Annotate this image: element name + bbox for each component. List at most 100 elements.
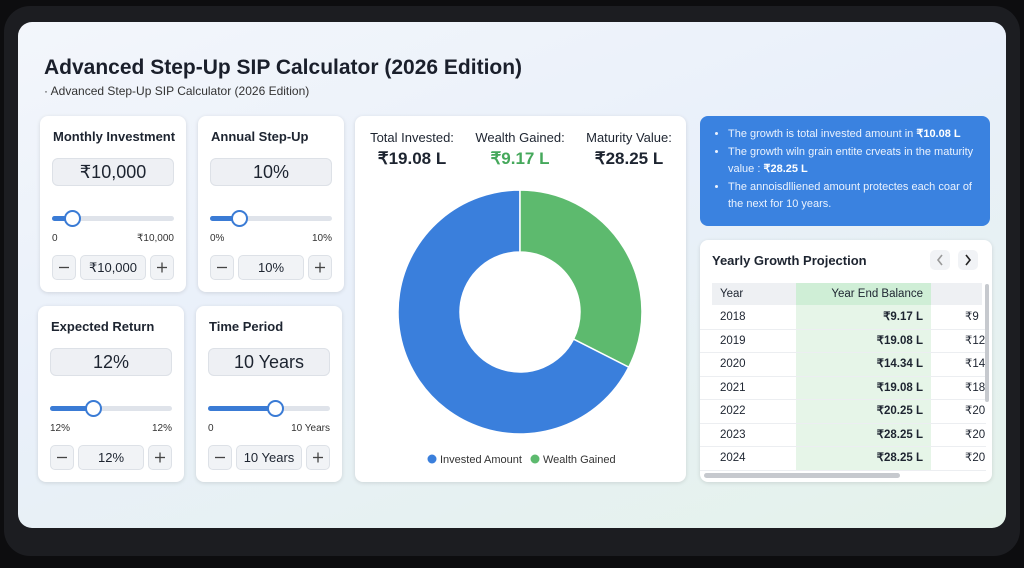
plus-icon bbox=[313, 452, 323, 463]
input-display[interactable]: 10% bbox=[210, 158, 332, 186]
slider[interactable] bbox=[208, 400, 330, 417]
cell-balance: ₹9.17 L bbox=[883, 311, 923, 323]
stepper-value[interactable]: 10 Years bbox=[236, 445, 302, 470]
chart-card: Invested Amount Wealth Gained Total Inves… bbox=[355, 116, 686, 482]
stepper-value[interactable]: 10% bbox=[238, 255, 304, 280]
info-text: The growth is total invested amount in bbox=[728, 128, 917, 140]
h-scrollbar[interactable] bbox=[704, 473, 900, 478]
summary-value: ₹28.25 L bbox=[594, 149, 664, 168]
plus-icon bbox=[157, 262, 167, 273]
summary-label: Total Invested: bbox=[370, 130, 454, 145]
summary-label: Maturity Value: bbox=[586, 130, 672, 145]
prev-button[interactable] bbox=[930, 250, 950, 270]
cell-balance: ₹19.08 L bbox=[876, 381, 923, 394]
pager bbox=[930, 250, 978, 270]
slider-fill bbox=[208, 406, 276, 411]
info-strong: ₹10.08 L bbox=[916, 128, 961, 140]
summary-value: ₹9.17 L bbox=[490, 149, 550, 168]
cell-truncated: ₹20 bbox=[965, 405, 986, 417]
page-subtitle: · Advanced Step-Up SIP Calculator (2026 … bbox=[44, 84, 310, 98]
next-icon bbox=[965, 254, 972, 266]
plus-icon bbox=[155, 452, 165, 463]
table-row: 2023 ₹28.25 L ₹20 bbox=[700, 424, 986, 447]
cell-year: 2018 bbox=[720, 311, 746, 323]
donut-slice bbox=[397, 189, 630, 435]
column-header: Year bbox=[720, 288, 744, 300]
slider-fill bbox=[50, 406, 93, 411]
info-item: The annoisdlliened amount protectes each… bbox=[728, 179, 978, 213]
cell-year: 2019 bbox=[720, 334, 746, 347]
input-card: Time Period 10 Years 0 10 Years 10 Years bbox=[196, 306, 342, 482]
minus-button[interactable] bbox=[208, 445, 232, 470]
info-item: The growth is total invested amount in ₹… bbox=[728, 126, 978, 143]
slider-handle[interactable] bbox=[63, 210, 81, 227]
summary-label: Wealth Gained: bbox=[475, 130, 565, 145]
slider[interactable] bbox=[210, 210, 332, 227]
plus-button[interactable] bbox=[306, 445, 330, 470]
table-row: 2024 ₹28.25 L ₹20 bbox=[700, 447, 986, 471]
input-display[interactable]: 12% bbox=[50, 348, 172, 376]
input-card: Expected Return 12% 12% 12% 12% bbox=[38, 306, 184, 482]
info-item: The growth wiln grain entite crveats in … bbox=[728, 144, 978, 178]
table-row: 2022 ₹20.25 L ₹20 bbox=[700, 400, 986, 424]
slider-min: 0% bbox=[210, 233, 225, 244]
info-box: The growth is total invested amount in ₹… bbox=[700, 116, 990, 226]
legend-swatch bbox=[427, 454, 437, 464]
slider[interactable] bbox=[52, 210, 174, 227]
minus-icon bbox=[59, 266, 69, 269]
minus-icon bbox=[215, 456, 225, 459]
input-display[interactable]: 10 Years bbox=[208, 348, 330, 376]
table-row: 2020 ₹14.34 L ₹14 bbox=[700, 353, 986, 377]
stepper-value[interactable]: 12% bbox=[78, 445, 144, 470]
slider-handle[interactable] bbox=[231, 210, 249, 227]
cell-truncated: ₹18 bbox=[965, 381, 986, 394]
page-title: Advanced Step-Up SIP Calculator (2026 Ed… bbox=[44, 56, 523, 79]
slider-max: 10% bbox=[311, 233, 332, 244]
plus-button[interactable] bbox=[148, 445, 172, 470]
plus-button[interactable] bbox=[308, 255, 332, 280]
cell-truncated: ₹20 bbox=[965, 452, 986, 464]
input-label: Monthly Investment bbox=[53, 129, 176, 144]
cell-balance: ₹19.08 L bbox=[876, 334, 923, 347]
minus-button[interactable] bbox=[52, 255, 76, 280]
cell-year: 2022 bbox=[720, 405, 746, 417]
column-header: Year End Balance bbox=[831, 288, 923, 300]
input-card: Monthly Investment ₹10,000 0 ₹10,000 ₹10,000 bbox=[40, 116, 186, 292]
cell-balance: ₹14.34 L bbox=[876, 358, 923, 370]
minus-button[interactable] bbox=[50, 445, 74, 470]
cell-year: 2024 bbox=[720, 452, 746, 464]
v-scrollbar[interactable] bbox=[985, 284, 989, 402]
minus-button[interactable] bbox=[210, 255, 234, 280]
cell-balance: ₹20.25 L bbox=[876, 405, 923, 417]
table-row: 2019 ₹19.08 L ₹12 bbox=[700, 330, 986, 353]
cell-year: 2020 bbox=[720, 358, 746, 370]
info-text: The annoisdlliened amount protectes each… bbox=[728, 181, 972, 210]
cell-year: 2023 bbox=[720, 428, 746, 441]
info-text: The growth wiln grain entite crveats in … bbox=[728, 146, 974, 175]
slider-handle[interactable] bbox=[267, 400, 285, 417]
cell-balance: ₹28.25 L bbox=[876, 452, 923, 464]
input-label: Time Period bbox=[209, 319, 284, 334]
cell-year: 2021 bbox=[720, 381, 746, 394]
slider-max: 10 Years bbox=[291, 423, 330, 434]
input-label: Expected Return bbox=[51, 319, 155, 334]
info-strong: ₹28.25 L bbox=[763, 163, 808, 175]
cell-balance: ₹28.25 L bbox=[876, 428, 923, 441]
input-display[interactable]: ₹10,000 bbox=[52, 158, 174, 186]
slider-fill bbox=[52, 216, 72, 221]
next-button[interactable] bbox=[958, 250, 978, 270]
slider-min: 0 bbox=[52, 233, 58, 244]
plus-icon bbox=[315, 262, 325, 273]
slider[interactable] bbox=[50, 400, 172, 417]
table-row: 2021 ₹19.08 L ₹18 bbox=[700, 377, 986, 400]
info-list: The growth is total invested amount in ₹… bbox=[714, 126, 978, 213]
slider-handle[interactable] bbox=[84, 400, 102, 417]
stepper-value[interactable]: ₹10,000 bbox=[80, 255, 146, 280]
summary-value: ₹19.08 L bbox=[377, 149, 447, 168]
screen: Advanced Step-Up SIP Calculator (2026 Ed… bbox=[18, 22, 1006, 528]
legend-swatch bbox=[530, 454, 540, 464]
highlight-header bbox=[796, 283, 931, 305]
plus-button[interactable] bbox=[150, 255, 174, 280]
slider-max: 12% bbox=[151, 423, 172, 434]
